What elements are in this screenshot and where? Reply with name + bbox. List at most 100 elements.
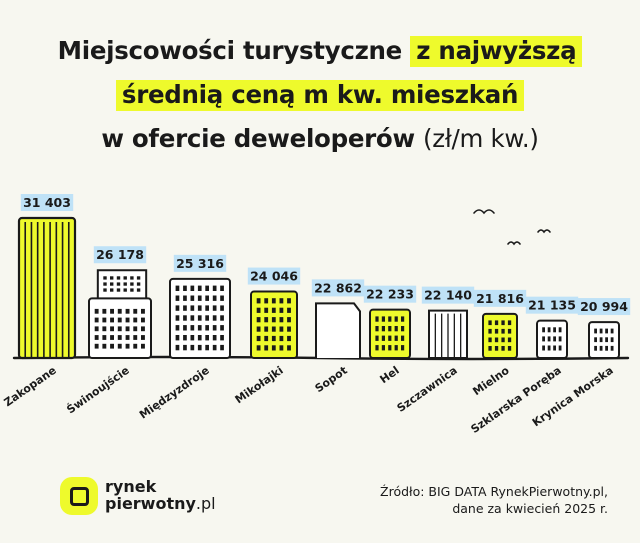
window [542,345,545,351]
rynekpierwotny-logo: rynek pierwotny.pl [60,477,270,517]
window [605,345,608,351]
window [507,328,512,334]
bar-10 [588,321,620,359]
window [220,305,224,311]
window [175,344,180,351]
window [375,326,379,332]
category-label-5: Sopot [313,364,350,395]
window [212,315,217,321]
window [494,337,499,343]
window [388,345,392,351]
window [212,344,217,351]
title-line-2: średnią ceną m kw. mieszkań [0,80,640,111]
bar-body [250,290,298,360]
window [494,328,499,334]
value-label-bg [173,254,227,272]
title-text: Miejscowości turystyczne [57,36,403,65]
birds-decoration [473,209,551,246]
window [133,326,138,332]
value-label-1: 31 403 [20,194,74,211]
window [558,345,562,351]
window [103,276,107,280]
window [256,326,261,332]
window [133,317,138,323]
bar-5 [315,302,361,358]
value-label-4: 24 046 [247,267,301,285]
window [130,276,134,280]
window [256,317,261,323]
window [141,326,145,332]
window [488,346,492,351]
window [197,325,202,331]
value-label-text: 26 178 [96,247,144,262]
window [381,345,385,351]
bar-body [588,321,620,359]
window [136,288,141,292]
window [381,326,385,332]
window [123,276,127,280]
window [271,317,276,323]
value-label-bg [93,246,147,264]
title-highlight: średnią ceną m kw. mieszkań [115,80,525,111]
window [125,308,130,314]
window [594,337,597,343]
window [256,307,261,313]
window [394,316,398,322]
window [264,335,269,342]
window [117,308,122,314]
window [558,336,562,342]
window [287,335,291,342]
window [94,343,99,349]
window [197,305,202,311]
window [190,285,195,291]
window [212,325,217,331]
window [190,344,195,351]
window [287,317,291,323]
value-label-9: 21 135 [525,296,579,314]
window [401,335,405,341]
window [220,335,224,341]
window [271,298,276,304]
window [394,345,398,351]
window [279,307,284,313]
window [220,344,224,351]
bar-7 [428,309,468,360]
window [175,305,180,311]
window [205,325,209,331]
window [110,335,114,340]
window [388,335,392,341]
window [599,328,603,334]
window [507,346,512,351]
bar-body [482,312,518,359]
bar-4 [250,290,298,360]
window [547,327,551,333]
window [558,327,562,333]
window [141,343,145,349]
bar-body [315,302,361,358]
window [205,305,209,311]
window [279,298,284,304]
title-line-3: w ofercie deweloperów (zł/m kw.) [0,124,640,153]
window [183,335,187,341]
window [133,335,138,340]
window [494,346,499,351]
window [130,282,134,286]
window [264,345,269,351]
window [594,328,597,334]
logo-text: rynek pierwotny.pl [105,478,216,512]
window [117,335,122,340]
value-label-text: 21 816 [476,291,524,306]
window [103,282,107,286]
window [110,282,114,286]
window [264,307,269,313]
window [401,326,405,332]
bird-1 [473,209,495,215]
value-label-bg [525,296,579,314]
title-unit: (zł/m kw.) [423,124,539,153]
window [130,288,134,292]
window [279,335,284,342]
window [401,345,405,351]
value-label-6: 22 233 [363,285,417,303]
window [123,288,127,292]
